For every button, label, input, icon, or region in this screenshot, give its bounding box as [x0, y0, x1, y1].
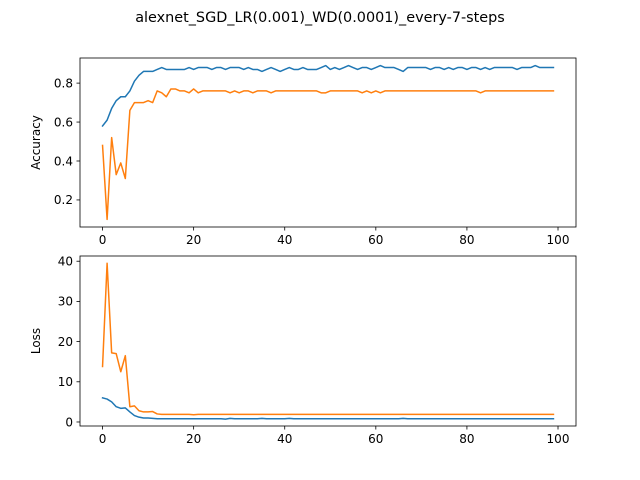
accuracy-axes-frame	[79, 57, 577, 228]
loss-series-line-2	[101, 262, 555, 416]
accuracy-x-tick-label: 80	[459, 233, 474, 247]
loss-axes-frame	[79, 255, 577, 427]
loss-y-tick-label: 0	[65, 415, 73, 429]
accuracy-series-line-2	[101, 88, 555, 221]
figure-title: alexnet_SGD_LR(0.001)_WD(0.0001)_every-7…	[135, 10, 505, 26]
accuracy-y-axis-label: Accuracy	[29, 115, 43, 170]
accuracy-y-tick-label: 0.4	[54, 154, 73, 168]
loss-x-tick-label: 60	[368, 432, 383, 446]
accuracy-x-tick-label: 60	[368, 233, 383, 247]
loss-y-tick-label: 10	[58, 375, 73, 389]
accuracy-y-tick-label: 0.2	[54, 193, 73, 207]
accuracy-series-line-1	[101, 64, 555, 128]
loss-x-tick-label: 100	[547, 432, 570, 446]
accuracy-x-tick-label: 100	[547, 233, 570, 247]
accuracy-y-tick-label: 0.6	[54, 115, 73, 129]
loss-y-tick-label: 40	[58, 255, 73, 269]
loss-y-tick-label: 30	[58, 295, 73, 309]
loss-y-tick-label: 20	[58, 335, 73, 349]
accuracy-subplot: 0 20 40 60 80 100 0.2 0.4 0.6 0.8 Accuracy	[29, 57, 577, 247]
loss-x-tick-label: 40	[277, 432, 292, 446]
loss-x-tick-label: 0	[99, 432, 107, 446]
loss-y-axis-label: Loss	[29, 328, 43, 354]
loss-series-line-1	[101, 396, 555, 420]
accuracy-x-tick-label: 40	[277, 233, 292, 247]
loss-x-tick-label: 80	[459, 432, 474, 446]
accuracy-x-tick-label: 20	[186, 233, 201, 247]
accuracy-y-tick-label: 0.8	[54, 76, 73, 90]
loss-x-tick-label: 20	[186, 432, 201, 446]
loss-subplot: 0 20 40 60 80 100 0 10 20 30 40 Loss	[29, 255, 577, 446]
accuracy-x-tick-label: 0	[99, 233, 107, 247]
